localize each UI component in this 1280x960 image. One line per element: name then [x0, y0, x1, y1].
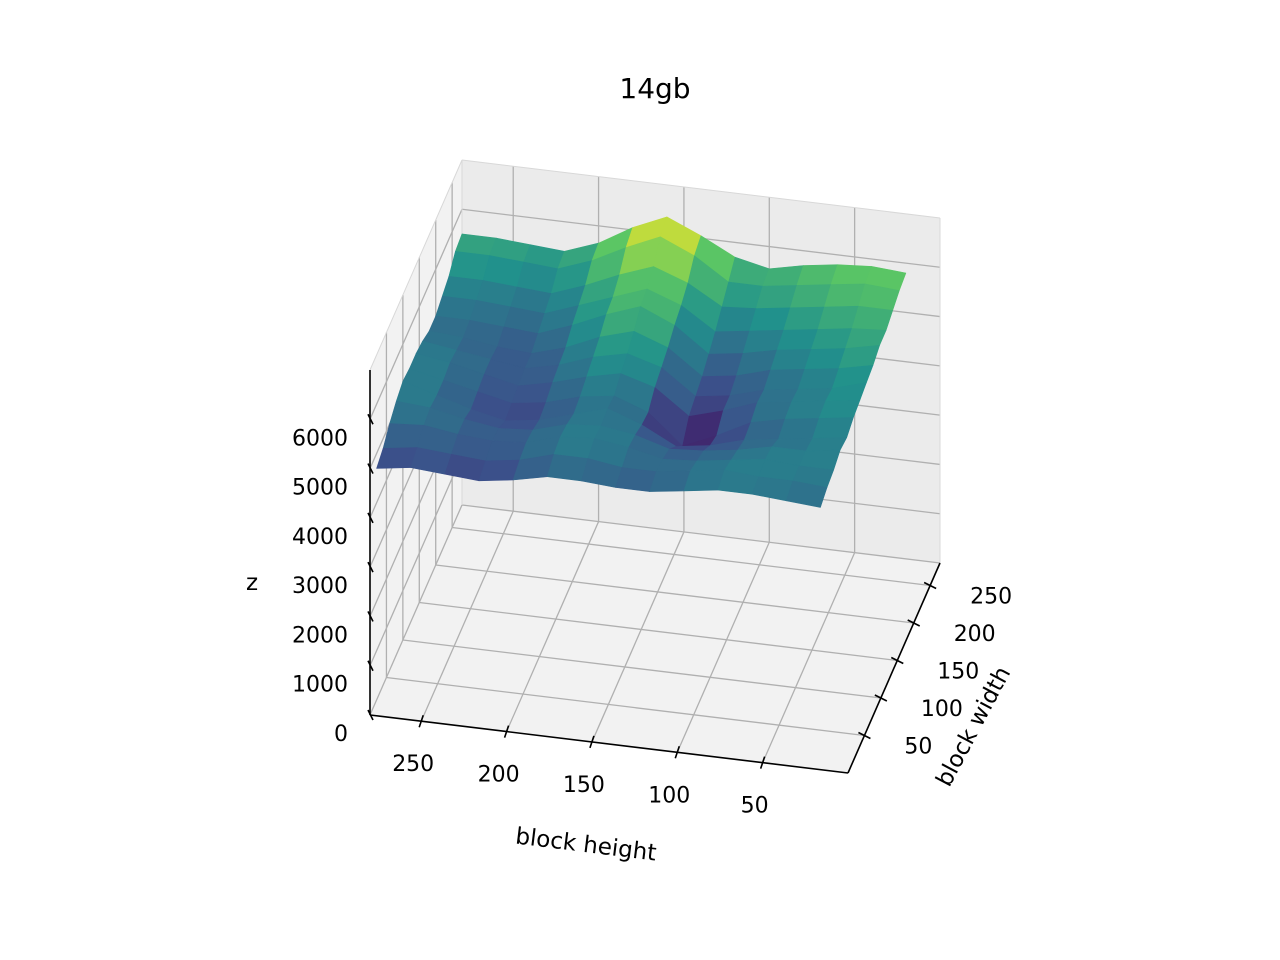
- tick-mark: [890, 656, 904, 665]
- tick-mark: [367, 413, 374, 425]
- x-tick-label: 250: [392, 752, 434, 777]
- grid-line-y: [402, 639, 881, 699]
- tick-labels: 250 200 150 100 50 250 200 150 100 50 0 1000 2000 300…: [292, 426, 1012, 818]
- surface-patch: [851, 305, 894, 331]
- y-tick-label: 150: [937, 660, 979, 685]
- y-tick-label: 100: [921, 697, 963, 722]
- y-tick-label: 200: [954, 622, 996, 647]
- grid-line-x: [420, 510, 514, 722]
- grid-line-y: [419, 601, 898, 662]
- grid-line-y: [452, 526, 931, 587]
- surface-patch: [812, 417, 854, 439]
- surface-patch: [804, 348, 846, 370]
- x-tick-label: 50: [741, 794, 769, 819]
- surface-patch: [485, 440, 527, 462]
- grid-line-z: [369, 209, 463, 420]
- grid-line-x: [505, 521, 600, 732]
- tick-mark: [907, 619, 921, 627]
- surface-patch: [721, 281, 764, 309]
- surface-patch: [662, 448, 704, 462]
- z-tick-label: 2000: [292, 623, 348, 648]
- tick-mark: [367, 463, 374, 474]
- surface-patch: [382, 423, 425, 449]
- surface-patch: [546, 454, 589, 482]
- z-tick-label: 6000: [292, 426, 348, 451]
- surface-patch: [649, 470, 691, 492]
- grid-line-y: [386, 676, 865, 737]
- y-tick-label: 50: [904, 735, 932, 760]
- z-axis-label: z: [246, 570, 258, 596]
- floor-pane: [370, 505, 940, 773]
- y-tick-label: 250: [970, 585, 1012, 610]
- pane-edge: [461, 159, 941, 219]
- tick-mark: [367, 611, 374, 622]
- surface-patch: [830, 264, 873, 285]
- z-tick-label: 1000: [292, 673, 348, 698]
- chart-title: 14gb: [619, 72, 690, 105]
- surface-patch: [783, 306, 825, 331]
- tick-mark: [858, 731, 871, 740]
- surface-patch: [615, 467, 657, 492]
- surface-patch: [818, 399, 861, 419]
- surface-patch: [491, 428, 534, 443]
- x-tick-label: 200: [478, 763, 520, 788]
- surface-patch: [448, 251, 490, 281]
- grid-line-x: [676, 542, 770, 753]
- x-axis-label: block height: [514, 824, 658, 867]
- tick-mark: [367, 512, 374, 524]
- z-tick-label: 3000: [292, 574, 348, 599]
- grid-line-z: [369, 504, 463, 716]
- tick-mark: [874, 694, 888, 702]
- tick-mark: [589, 735, 595, 749]
- surface-patch: [805, 437, 848, 452]
- pane-edge: [369, 159, 463, 371]
- surface-patch: [778, 418, 820, 440]
- z-tick-label: 4000: [292, 525, 348, 550]
- grid-line-z: [461, 504, 941, 564]
- tick-mark: [503, 725, 510, 738]
- grid-line-y: [435, 564, 914, 624]
- x-tick-label: 150: [563, 773, 605, 798]
- surface-plot: [376, 216, 907, 508]
- tick-mark: [674, 746, 681, 759]
- y-axis-line: [847, 562, 941, 774]
- tick-mark: [759, 756, 766, 769]
- axis-lines: [367, 370, 941, 774]
- x-tick-label: 100: [648, 783, 690, 808]
- surface-patch: [785, 480, 828, 508]
- tick-mark: [367, 709, 374, 721]
- surface-patch: [695, 375, 737, 397]
- tick-mark: [367, 561, 374, 573]
- grid-line-x: [591, 531, 685, 743]
- tick-mark: [418, 714, 424, 728]
- tick-mark: [367, 660, 374, 672]
- grid-line-z: [369, 455, 463, 666]
- tick-mark: [923, 581, 937, 590]
- x-axis-line: [369, 714, 849, 774]
- surface-patch: [824, 283, 866, 308]
- grid-line-x: [762, 552, 856, 763]
- surface-patch: [560, 424, 602, 439]
- z-tick-label: 5000: [292, 476, 348, 501]
- z-tick-label: 0: [334, 722, 348, 747]
- surface-patch: [715, 306, 757, 333]
